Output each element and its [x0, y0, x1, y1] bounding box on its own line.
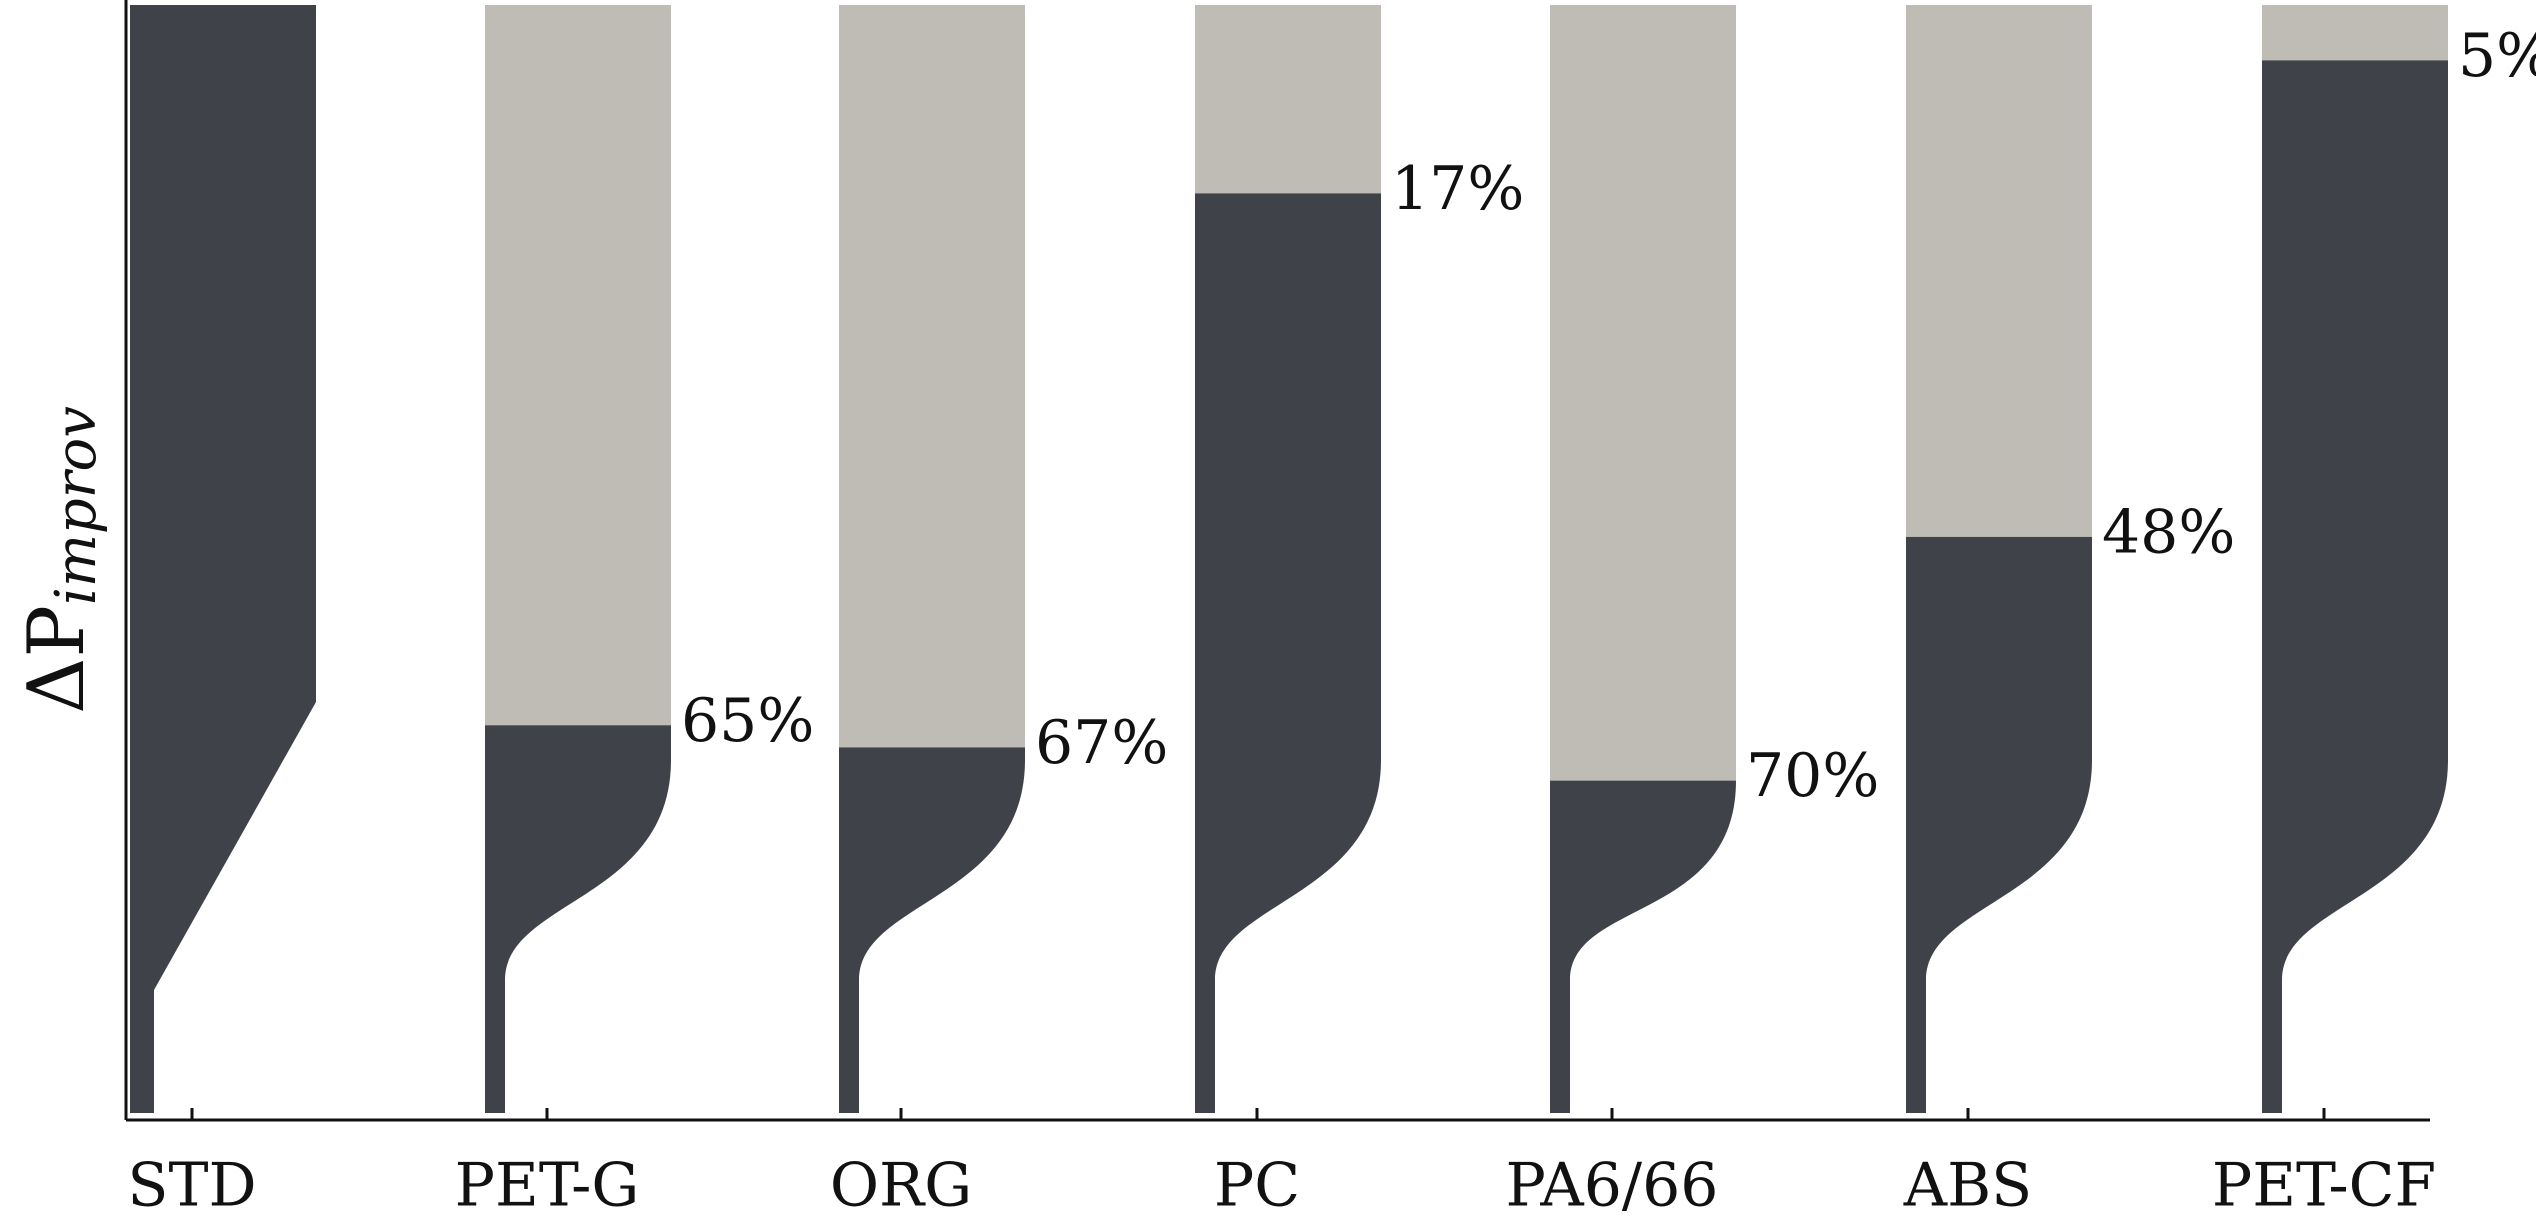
improvement-region	[1906, 5, 2092, 537]
value-label: 67%	[1035, 708, 1168, 778]
x-tick-label: PET-G	[455, 1151, 640, 1221]
value-label: 70%	[1746, 741, 1879, 811]
nozzle-profile	[130, 5, 316, 1113]
improvement-region	[485, 5, 671, 726]
value-label: 65%	[681, 686, 814, 756]
x-tick-label: PET-CF	[2212, 1151, 2436, 1221]
improvement-region	[839, 5, 1025, 748]
value-label: 48%	[2102, 497, 2235, 567]
y-label-main: ΔP	[12, 605, 102, 714]
y-label-sub: improv	[44, 406, 109, 605]
improvement-region	[1550, 5, 1736, 781]
nozzle-profile	[1550, 780, 1736, 1113]
nozzle-profile	[839, 747, 1025, 1113]
y-axis-label: ΔPimprov	[12, 406, 109, 714]
x-tick-label: PA6/66	[1506, 1151, 1719, 1221]
nozzle-profile	[2262, 60, 2448, 1113]
x-tick-label: PC	[1214, 1151, 1300, 1221]
improvement-region	[2262, 5, 2448, 61]
x-tick-label: ABS	[1903, 1151, 2033, 1221]
x-tick-label: ORG	[830, 1151, 972, 1221]
value-label: 17%	[1391, 154, 1524, 224]
x-tick-label: STD	[127, 1151, 256, 1221]
nozzle-profile	[485, 725, 671, 1113]
nozzle-profile	[1195, 193, 1381, 1114]
nozzle-profile	[1906, 536, 2092, 1113]
improvement-region	[1195, 5, 1381, 194]
value-label: 5%	[2458, 21, 2536, 91]
